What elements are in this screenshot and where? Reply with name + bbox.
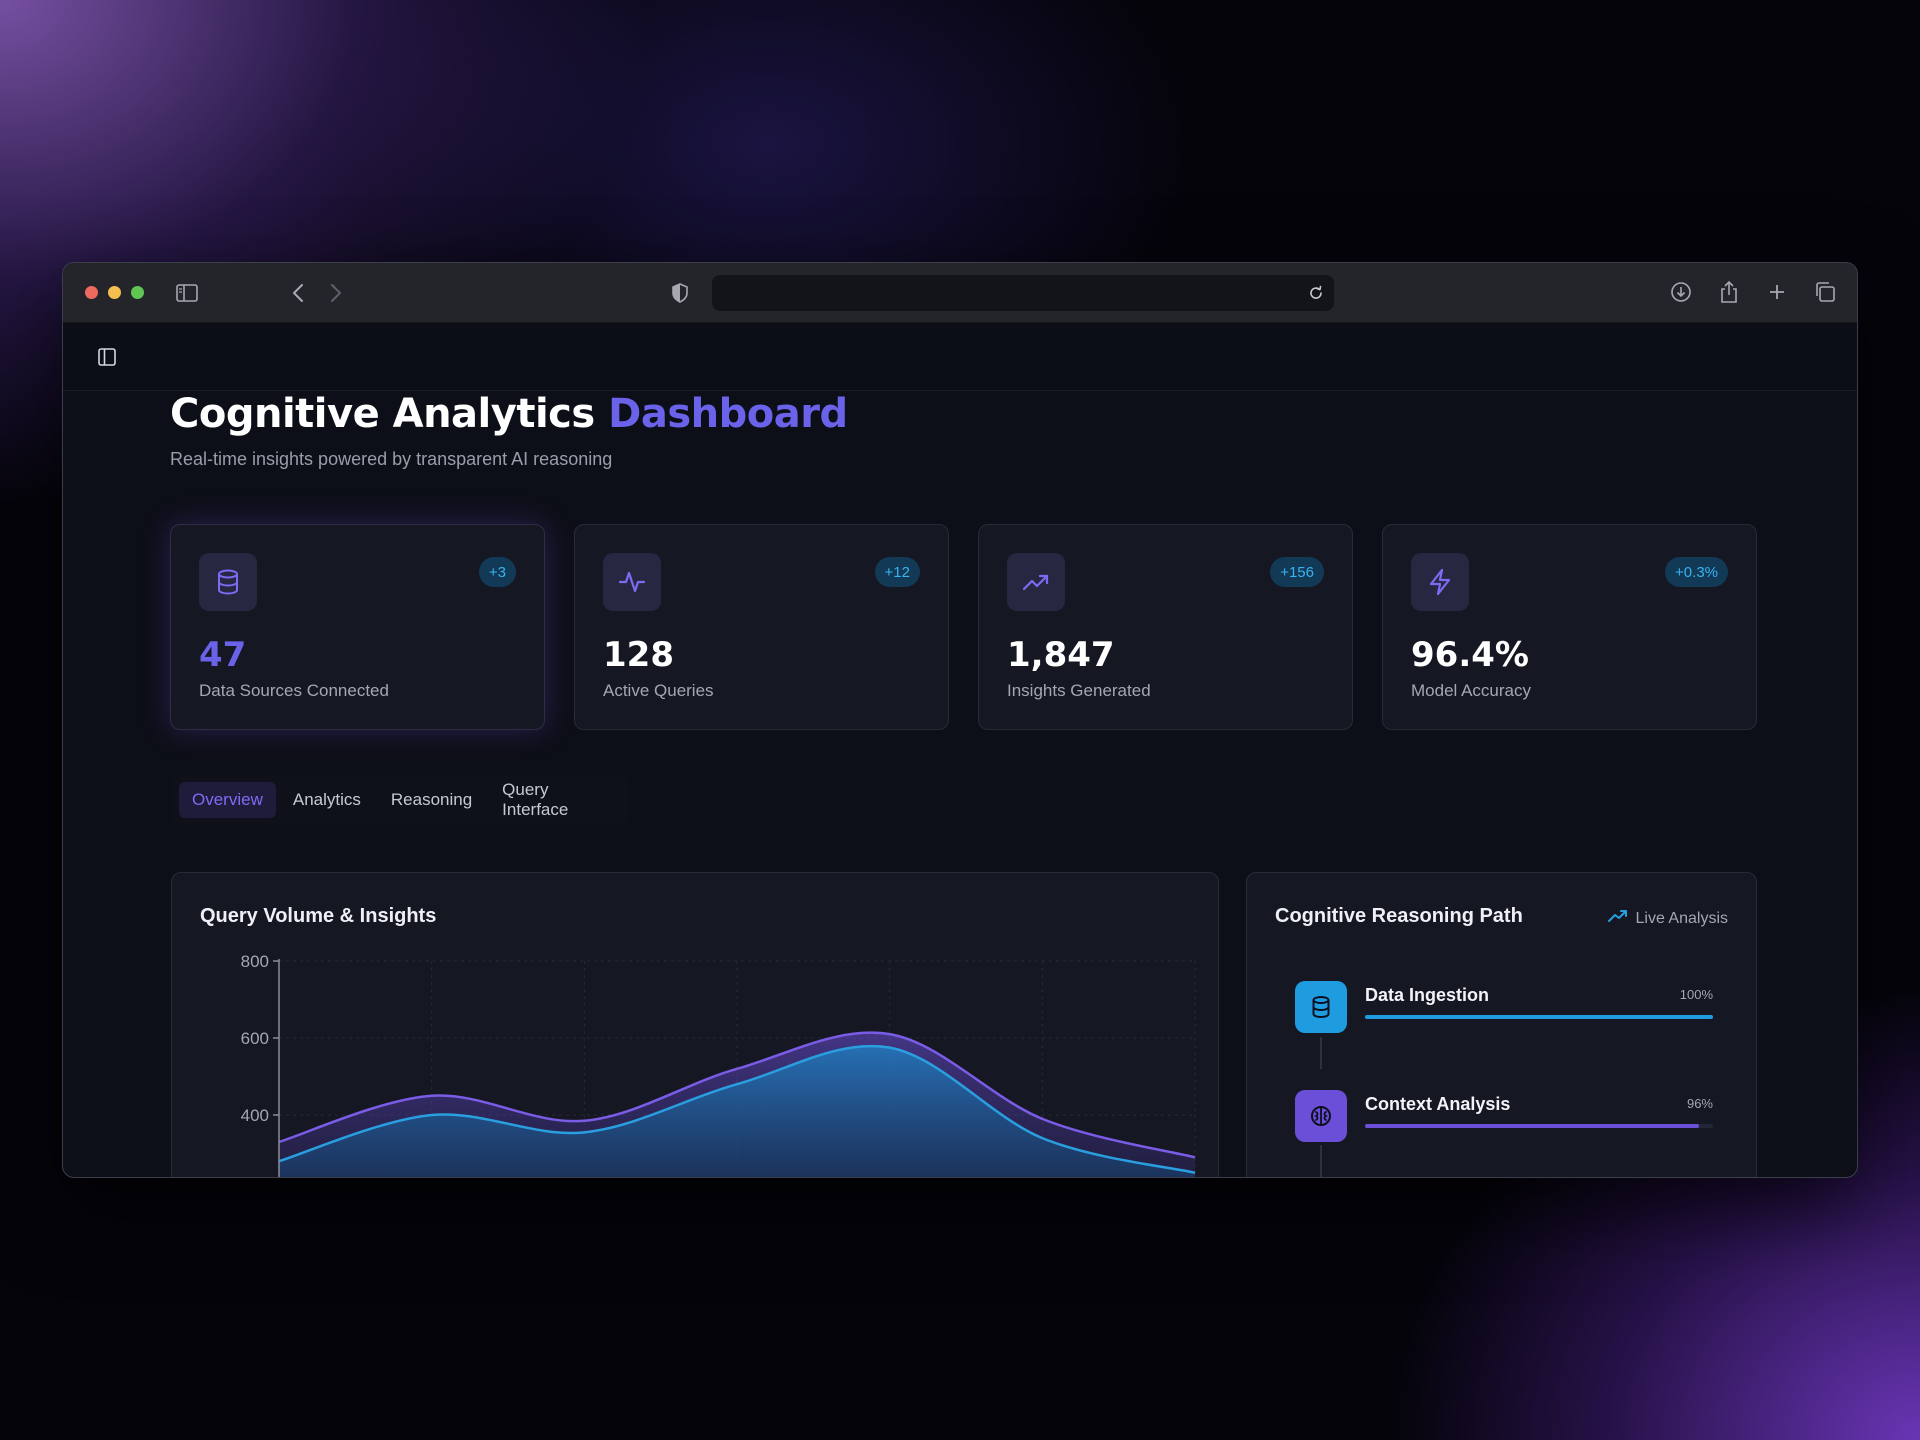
step-percent: 100% [1679, 987, 1713, 1002]
step-progress-track [1365, 1124, 1713, 1128]
stat-value: 96.4% [1411, 635, 1529, 675]
panel-left-icon[interactable] [97, 347, 117, 367]
reasoning-step-context-analysis[interactable]: Context Analysis 96% [1295, 1090, 1735, 1146]
reasoning-title: Cognitive Reasoning Path [1275, 905, 1523, 927]
tabs-icon[interactable] [1813, 279, 1837, 305]
shield-icon[interactable] [669, 281, 691, 305]
tab-overview[interactable]: Overview [179, 782, 276, 818]
step-connector [1320, 1145, 1322, 1177]
series-0-line [278, 1031, 1196, 1159]
reload-icon[interactable] [1308, 285, 1324, 301]
stats-row: +3 47 Data Sources Connected +12 128 Act… [170, 524, 1757, 730]
tab-reasoning[interactable]: Reasoning [390, 790, 473, 809]
reasoning-step-data-ingestion[interactable]: Data Ingestion 100% [1295, 981, 1735, 1037]
y-tick-label: 600 [241, 1029, 269, 1048]
close-window-button[interactable] [85, 286, 98, 299]
step-percent: 96% [1686, 1096, 1713, 1111]
stat-label: Insights Generated [1007, 681, 1151, 700]
stat-label: Model Accuracy [1411, 681, 1531, 700]
chevron-left-icon[interactable] [287, 281, 309, 305]
stat-badge: +12 [874, 557, 920, 587]
browser-window: Cognitive Analytics Dashboard Real-time … [62, 262, 1858, 1178]
step-name: Context Analysis [1365, 1094, 1511, 1114]
share-icon[interactable] [1717, 279, 1741, 305]
database-icon [1295, 981, 1347, 1033]
step-name: Data Ingestion [1365, 985, 1490, 1005]
zap-icon [1411, 553, 1469, 611]
maximize-window-button[interactable] [131, 286, 144, 299]
sidebar-icon[interactable] [175, 282, 199, 304]
tab-analytics[interactable]: Analytics [292, 790, 361, 809]
page-title: Cognitive Analytics Dashboard [170, 391, 1857, 437]
live-analysis-indicator[interactable]: Live Analysis [1607, 909, 1729, 928]
app-header [63, 323, 1857, 391]
tab-bar: Overview Analytics Reasoning Query Inter… [173, 776, 629, 824]
tab-query-interface[interactable]: Query Interface [502, 780, 569, 819]
stat-card-insights[interactable]: +156 1,847 Insights Generated [978, 524, 1353, 730]
area-chart: 800 600 400 [241, 952, 1196, 1177]
stat-card-active-queries[interactable]: +12 128 Active Queries [574, 524, 949, 730]
page-title-accent: Dashboard [608, 391, 848, 437]
address-bar[interactable] [712, 275, 1334, 311]
stat-label: Data Sources Connected [199, 681, 389, 700]
stat-value: 1,847 [1007, 635, 1115, 675]
brain-icon [1295, 1090, 1347, 1142]
activity-icon [603, 553, 661, 611]
trending-up-icon [1007, 553, 1065, 611]
query-volume-panel: Query Volume & Insights 800 600 400 [171, 872, 1219, 1177]
page-title-main: Cognitive Analytics [170, 391, 595, 437]
stat-badge: +156 [1270, 557, 1324, 587]
minimize-window-button[interactable] [108, 286, 121, 299]
step-progress-fill [1365, 1015, 1713, 1019]
stat-label: Active Queries [603, 681, 714, 700]
traffic-lights [85, 286, 144, 299]
series-1-area [279, 1046, 1195, 1177]
stat-value: 128 [603, 635, 674, 675]
page-subtitle: Real-time insights powered by transparen… [170, 449, 613, 469]
step-progress-track [1365, 1015, 1713, 1019]
download-icon[interactable] [1669, 279, 1693, 305]
stat-badge: +3 [478, 557, 516, 587]
live-analysis-label: Live Analysis [1635, 909, 1729, 927]
stat-card-data-sources[interactable]: +3 47 Data Sources Connected [170, 524, 545, 730]
stat-value: 47 [199, 635, 247, 675]
stat-card-model-accuracy[interactable]: +0.3% 96.4% Model Accuracy [1382, 524, 1757, 730]
dashboard-content: Cognitive Analytics Dashboard Real-time … [170, 391, 1857, 1177]
reasoning-path-panel: Cognitive Reasoning Path Live Analysis D… [1246, 872, 1757, 1177]
stat-badge: +0.3% [1665, 557, 1728, 587]
step-progress-fill [1365, 1124, 1700, 1128]
step-connector [1320, 1037, 1322, 1069]
series-1-line [278, 1044, 1196, 1174]
database-icon [199, 553, 257, 611]
y-tick-label: 400 [241, 1106, 269, 1125]
plus-icon[interactable] [1765, 279, 1789, 305]
browser-titlebar [63, 263, 1857, 323]
chart-title: Query Volume & Insights [200, 905, 437, 927]
chevron-right-icon[interactable] [325, 281, 347, 305]
trending-up-icon [1607, 909, 1628, 928]
y-tick-label: 800 [241, 952, 269, 971]
